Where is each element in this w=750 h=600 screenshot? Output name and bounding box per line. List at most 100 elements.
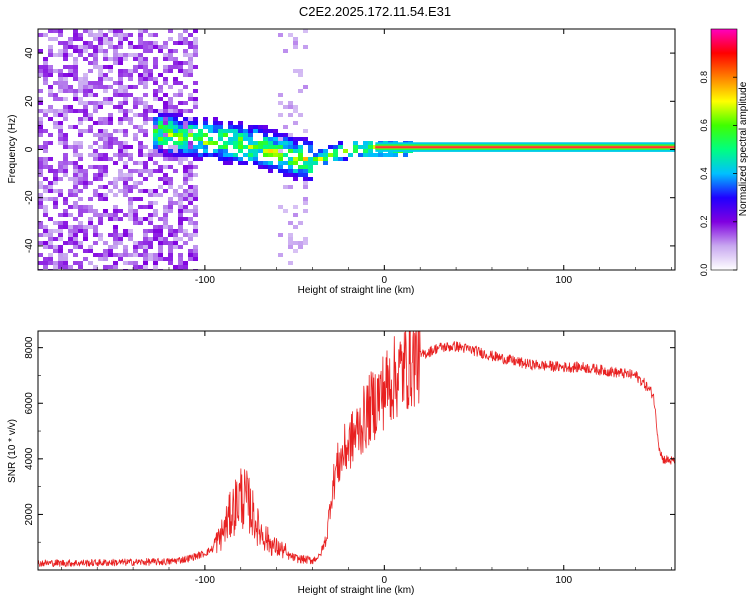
spectrogram-cell	[63, 57, 68, 61]
spectrogram-cell	[298, 165, 303, 169]
spectrogram-cell	[193, 197, 198, 201]
spectrogram-cell	[48, 49, 53, 53]
spectrogram-cell	[133, 133, 138, 137]
spectrogram-cell	[293, 225, 298, 229]
spectrogram-cell	[288, 261, 293, 265]
spectrogram-cell	[188, 149, 193, 153]
spectrogram-cell	[98, 257, 103, 261]
spectrogram-cell	[153, 97, 158, 101]
spectrogram-cell	[193, 257, 198, 261]
spectrogram-cell	[253, 145, 258, 149]
spectrogram-cell	[143, 257, 148, 261]
spectrogram-cell	[173, 169, 178, 173]
spectrogram-cell	[53, 245, 58, 249]
spectrogram-cell	[193, 65, 198, 69]
spectrogram-cell	[98, 33, 103, 37]
spectrogram-cell	[133, 53, 138, 57]
spectrogram-cell	[88, 217, 93, 221]
spectrogram-cell	[118, 29, 123, 33]
spectrogram-cell	[178, 153, 183, 157]
spectrogram-cell	[328, 145, 333, 149]
spectrogram-cell	[293, 213, 298, 217]
spectrogram-cell	[53, 97, 58, 101]
spectrogram-cell	[193, 233, 198, 237]
spectrogram-cell	[168, 101, 173, 105]
spectrogram-cell	[173, 49, 178, 53]
spectrogram-cell	[233, 145, 238, 149]
spectrogram-cell	[128, 189, 133, 193]
spectrogram-cell	[113, 45, 118, 49]
spectrogram-cell	[53, 261, 58, 265]
spectrogram-cell	[173, 201, 178, 205]
spectrogram-cell	[278, 161, 283, 165]
spectrogram-cell	[98, 237, 103, 241]
spectrogram-cell	[268, 161, 273, 165]
spectrogram-cell	[53, 113, 58, 117]
spectrogram-cell	[73, 61, 78, 65]
spectrogram-cell	[303, 165, 308, 169]
spectrogram-cell	[283, 105, 288, 109]
spectrogram-cell	[163, 189, 168, 193]
spectrogram-cell	[188, 153, 193, 157]
spectrogram-cell	[283, 153, 288, 157]
spectrogram-cell	[238, 125, 243, 129]
spectrogram-y-axis-label: Frequency (Hz)	[7, 115, 18, 184]
spectrogram-cell	[253, 149, 258, 153]
spectrogram-cell	[153, 117, 158, 121]
spectrogram-cell	[113, 57, 118, 61]
spectrogram-cell	[108, 29, 113, 33]
spectrogram-cell	[283, 173, 288, 177]
spectrogram-cell	[73, 201, 78, 205]
spectrogram-cell	[288, 113, 293, 117]
spectrogram-cell	[213, 117, 218, 121]
spectrogram-cell	[38, 33, 43, 37]
spectrogram-cell	[178, 261, 183, 265]
spectrogram-cell	[118, 57, 123, 61]
spectrogram-cell	[188, 257, 193, 261]
spectrogram-cell	[303, 141, 308, 145]
spectrogram-cell	[143, 85, 148, 89]
spectrogram-cell	[168, 113, 173, 117]
spectrogram-cell	[168, 65, 173, 69]
spectrogram-cell	[53, 197, 58, 201]
spectrogram-cell	[198, 157, 203, 161]
spectrogram-cell	[178, 137, 183, 141]
spectrogram-cell	[128, 217, 133, 221]
spectrogram-cell	[58, 225, 63, 229]
spectrogram-cell	[283, 185, 288, 189]
spectrogram-cell	[248, 149, 253, 153]
spectrogram-cell	[53, 69, 58, 73]
spectrogram-cell	[93, 53, 98, 57]
spectrogram-cell	[118, 169, 123, 173]
spectrogram-cell	[168, 245, 173, 249]
spectrogram-cell	[188, 249, 193, 253]
spectrogram-cell	[73, 189, 78, 193]
spectrogram-cell	[168, 257, 173, 261]
spectrogram-cell	[228, 129, 233, 133]
spectrogram-cell	[188, 201, 193, 205]
spectrogram-cell	[38, 181, 43, 185]
spectrogram-cell	[248, 153, 253, 157]
y-tick-label: 0	[24, 146, 35, 152]
spectrogram-cell	[83, 173, 88, 177]
spectrogram-cell	[78, 205, 83, 209]
spectrogram-cell	[173, 141, 178, 145]
spectrogram-cell	[273, 145, 278, 149]
spectrogram-cell	[208, 129, 213, 133]
snr-x-ticks: -100 0 100	[61, 331, 672, 586]
spectrogram-cell	[173, 77, 178, 81]
spectrogram-cell	[58, 97, 63, 101]
spectrogram-cell	[53, 201, 58, 205]
spectrogram-cell	[63, 157, 68, 161]
spectrogram-cell	[78, 265, 83, 269]
spectrogram-cell	[158, 193, 163, 197]
spectrogram-cell	[203, 145, 208, 149]
spectrogram-cell	[133, 213, 138, 217]
spectrogram-cell	[193, 145, 198, 149]
spectrogram-cell	[58, 113, 63, 117]
spectrogram-cell	[123, 249, 128, 253]
spectrogram-cell	[188, 109, 193, 113]
spectrogram-cell	[138, 265, 143, 269]
spectrogram-cell	[38, 233, 43, 237]
spectrogram-cell	[113, 93, 118, 97]
